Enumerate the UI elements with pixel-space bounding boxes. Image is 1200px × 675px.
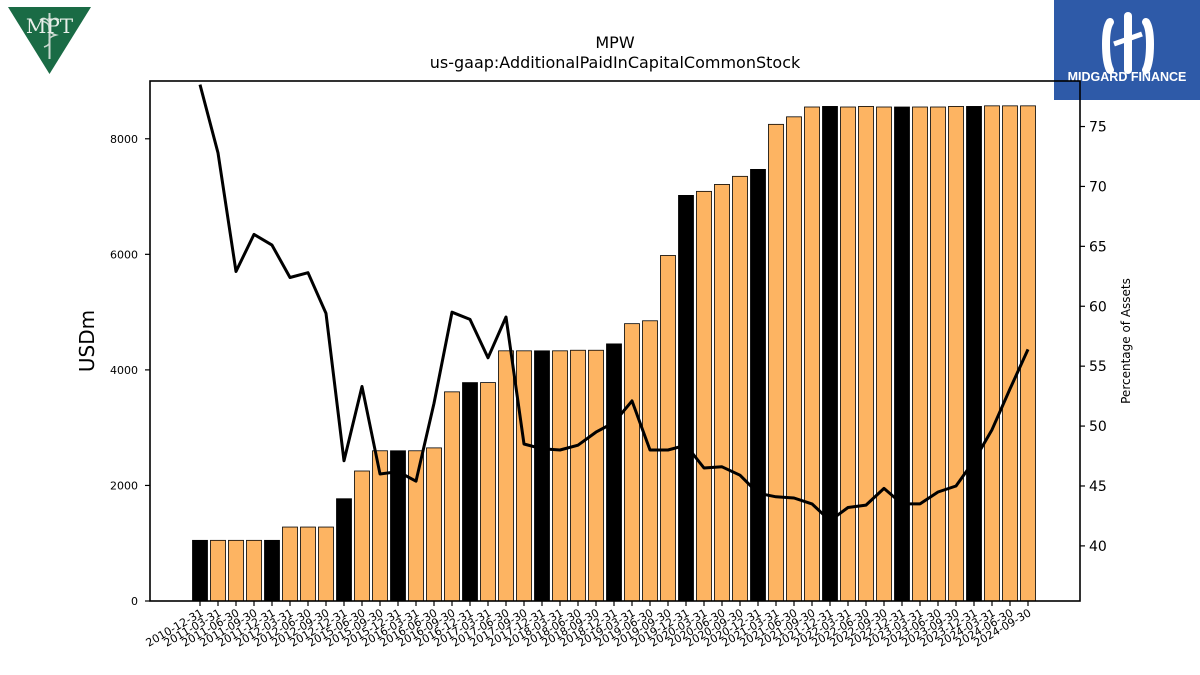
bar-2022-03-31 bbox=[840, 106, 856, 602]
bar-2018-09-30 bbox=[588, 349, 604, 602]
y2-tick-label: 50 bbox=[1089, 419, 1107, 435]
y-axis-label: USDm bbox=[75, 310, 99, 372]
bar-2011-12-31 bbox=[264, 539, 280, 602]
bar-2019-03-31 bbox=[624, 323, 640, 602]
y2-tick-label: 55 bbox=[1089, 359, 1107, 375]
bar-2023-03-31 bbox=[912, 106, 928, 602]
mpt-logo-icon: MPT bbox=[8, 7, 91, 74]
bar-2017-12-31 bbox=[534, 350, 550, 602]
midgard-logo-icon: MIDGARD FINANCE bbox=[1068, 12, 1187, 84]
bar-2015-06-30 bbox=[354, 470, 370, 602]
bar-2017-03-31 bbox=[480, 382, 496, 602]
bar-2012-03-31 bbox=[282, 526, 298, 602]
bar-2018-06-30 bbox=[570, 349, 586, 602]
mpt-logo-text: MPT bbox=[26, 14, 74, 38]
bar-2017-06-30 bbox=[498, 350, 514, 602]
bar-2012-06-30 bbox=[300, 526, 316, 602]
bar-2024-06-30 bbox=[1002, 105, 1018, 602]
bar-2016-12-31 bbox=[462, 382, 478, 602]
bar-2023-09-30 bbox=[948, 106, 964, 602]
y-tick-label: 8000 bbox=[110, 133, 138, 146]
bar-2020-09-30 bbox=[732, 175, 748, 602]
logo-mpt: MPT bbox=[8, 7, 91, 74]
chart-title: MPW bbox=[595, 33, 634, 52]
bar-2019-06-30 bbox=[642, 320, 658, 602]
bar-2020-03-31 bbox=[696, 190, 712, 602]
y2-axis-label: Percentage of Assets bbox=[1119, 278, 1133, 404]
bar-2012-09-30 bbox=[318, 526, 334, 602]
bar-2021-09-30 bbox=[804, 106, 820, 602]
percentage-line-series bbox=[198, 84, 1030, 523]
bar-series bbox=[192, 105, 1036, 602]
bar-2011-03-31 bbox=[210, 539, 226, 602]
bar-2021-03-31 bbox=[768, 123, 784, 602]
plot-frame bbox=[149, 80, 1081, 602]
bar-2011-09-30 bbox=[246, 539, 262, 602]
bar-2011-06-30 bbox=[228, 539, 244, 602]
bar-2020-06-30 bbox=[714, 184, 730, 602]
bar-2019-09-30 bbox=[660, 255, 676, 602]
axes bbox=[149, 80, 1081, 602]
bar-2024-09-30 bbox=[1020, 105, 1036, 602]
midgard-logo-text: MIDGARD FINANCE bbox=[1068, 70, 1187, 84]
bar-2022-06-30 bbox=[858, 106, 874, 602]
bar-2020-12-31 bbox=[750, 168, 766, 602]
y-tick-label: 0 bbox=[131, 595, 138, 608]
y2-tick-label: 45 bbox=[1089, 479, 1107, 495]
y2-tick-label: 75 bbox=[1089, 120, 1107, 136]
y-tick-label: 6000 bbox=[110, 248, 138, 261]
bar-2017-09-30 bbox=[516, 350, 532, 602]
x-axis-ticks: 2010-12-312011-03-312011-06-302011-09-30… bbox=[144, 601, 1034, 650]
y2-tick-label: 65 bbox=[1089, 239, 1107, 255]
bar-2019-12-31 bbox=[678, 194, 694, 602]
y-axis-ticks: 0 2000 4000 6000 8000 bbox=[110, 133, 150, 608]
chart-subtitle: us-gaap:AdditionalPaidInCapitalCommonSto… bbox=[430, 53, 801, 72]
y2-axis-ticks: 40 45 50 55 60 65 70 75 bbox=[1080, 120, 1107, 555]
percentage-line bbox=[198, 84, 1030, 523]
bar-2021-12-31 bbox=[822, 106, 838, 602]
bar-2016-06-30 bbox=[426, 447, 442, 602]
bar-2023-06-30 bbox=[930, 106, 946, 602]
y-tick-label: 4000 bbox=[110, 364, 138, 377]
bar-2018-12-31 bbox=[606, 343, 622, 602]
y2-tick-label: 60 bbox=[1089, 299, 1107, 315]
bar-2016-03-31 bbox=[408, 450, 424, 602]
bar-2010-12-31 bbox=[192, 539, 208, 602]
bar-2016-09-30 bbox=[444, 391, 460, 602]
logo-midgard-finance: MIDGARD FINANCE bbox=[1054, 0, 1200, 100]
y-tick-label: 2000 bbox=[110, 479, 138, 492]
bar-2022-12-31 bbox=[894, 106, 910, 602]
bar-2022-09-30 bbox=[876, 106, 892, 602]
bar-2012-12-31 bbox=[336, 498, 352, 602]
y2-tick-label: 70 bbox=[1089, 179, 1107, 195]
y2-tick-label: 40 bbox=[1089, 539, 1107, 555]
bar-2018-03-31 bbox=[552, 350, 568, 602]
bar-2021-06-30 bbox=[786, 116, 802, 602]
bar-2024-03-31 bbox=[984, 105, 1000, 602]
bar-2023-12-31 bbox=[966, 106, 982, 602]
